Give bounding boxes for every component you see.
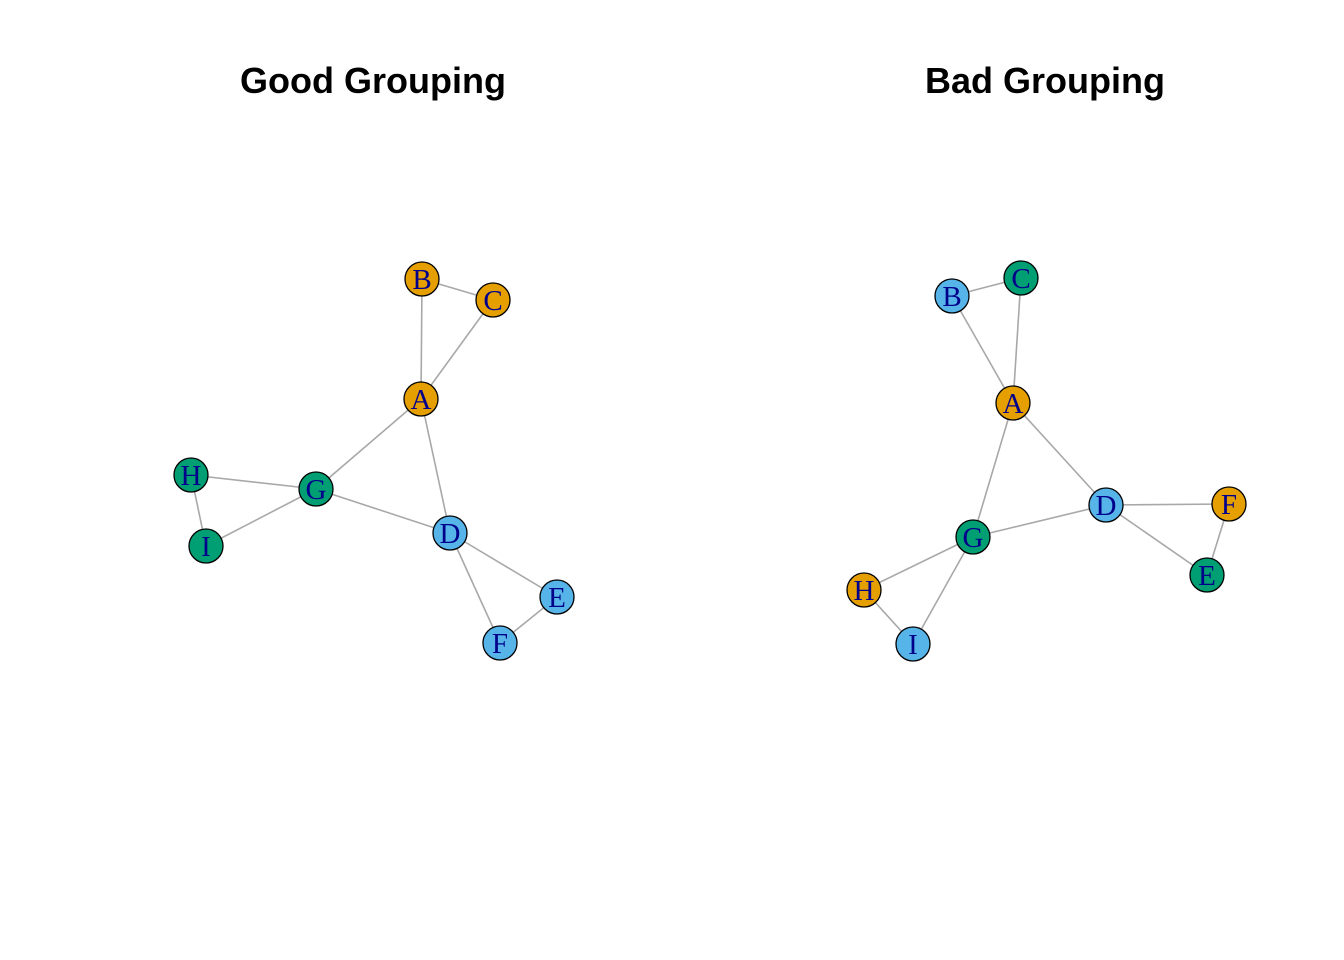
node-good-D: D: [432, 515, 468, 551]
node-circle-bad-D: [1088, 487, 1124, 523]
node-good-C: C: [475, 282, 511, 318]
node-circle-good-D: [432, 515, 468, 551]
node-label-bad-H: H: [854, 575, 875, 607]
edge-good-D-G: [315, 488, 451, 534]
node-circle-bad-G: [955, 519, 991, 555]
node-good-H: H: [173, 457, 209, 493]
edge-bad-D-F: [1105, 503, 1230, 506]
edge-bad-A-D: [1012, 402, 1107, 506]
node-label-bad-D: D: [1096, 490, 1117, 522]
edge-bad-A-G: [972, 402, 1014, 538]
node-bad-B: B: [934, 278, 970, 314]
node-bad-H: H: [846, 572, 882, 608]
edge-good-A-B: [420, 278, 423, 400]
node-label-bad-G: G: [963, 522, 984, 554]
edge-bad-G-I: [912, 536, 974, 645]
edge-good-A-C: [420, 299, 494, 400]
node-label-good-F: F: [492, 628, 508, 660]
node-good-A: A: [403, 381, 439, 417]
node-label-bad-F: F: [1221, 489, 1237, 521]
node-label-bad-C: C: [1011, 263, 1030, 295]
edge-bad-D-G: [972, 504, 1107, 538]
edge-good-D-F: [449, 532, 501, 644]
node-label-good-E: E: [548, 582, 566, 614]
node-circle-good-C: [475, 282, 511, 318]
node-bad-I: I: [895, 626, 931, 662]
edge-bad-G-H: [863, 536, 974, 591]
node-circle-good-B: [404, 261, 440, 297]
node-good-E: E: [539, 579, 575, 615]
node-circle-bad-C: [1003, 260, 1039, 296]
node-good-F: F: [482, 625, 518, 661]
nodes-good: A B C D E F G H I: [173, 261, 575, 661]
panel-title-bad: Bad Grouping: [925, 60, 1165, 101]
node-label-good-C: C: [483, 285, 502, 317]
node-circle-good-G: [298, 471, 334, 507]
node-good-G: G: [298, 471, 334, 507]
node-circle-good-F: [482, 625, 518, 661]
node-circle-bad-I: [895, 626, 931, 662]
node-circle-good-E: [539, 579, 575, 615]
panel-bad-grouping: Bad Grouping A B C D E F G H I: [846, 60, 1247, 662]
edge-good-G-H: [190, 474, 317, 490]
edges-bad: [863, 277, 1230, 645]
node-label-good-I: I: [201, 531, 211, 563]
node-bad-A: A: [995, 385, 1031, 421]
node-bad-E: E: [1189, 557, 1225, 593]
node-label-bad-A: A: [1003, 388, 1024, 420]
node-circle-good-I: [188, 528, 224, 564]
edges-good: [190, 278, 558, 644]
node-label-bad-B: B: [942, 281, 961, 313]
node-good-B: B: [404, 261, 440, 297]
node-bad-C: C: [1003, 260, 1039, 296]
node-circle-good-H: [173, 457, 209, 493]
edge-good-G-I: [205, 488, 317, 547]
node-label-good-B: B: [412, 264, 431, 296]
node-circle-bad-H: [846, 572, 882, 608]
edge-good-A-D: [420, 398, 451, 534]
node-circle-bad-A: [995, 385, 1031, 421]
node-bad-G: G: [955, 519, 991, 555]
node-circle-bad-F: [1211, 486, 1247, 522]
node-label-bad-E: E: [1198, 560, 1216, 592]
node-bad-D: D: [1088, 487, 1124, 523]
edge-bad-A-C: [1012, 277, 1022, 404]
edge-bad-A-B: [951, 295, 1014, 404]
node-good-I: I: [188, 528, 224, 564]
node-label-good-H: H: [181, 460, 202, 492]
node-label-good-D: D: [440, 518, 461, 550]
node-bad-F: F: [1211, 486, 1247, 522]
node-label-good-G: G: [306, 474, 327, 506]
edge-bad-D-E: [1105, 504, 1208, 576]
node-label-bad-I: I: [908, 629, 918, 661]
node-label-good-A: A: [411, 384, 432, 416]
panel-title-good: Good Grouping: [240, 60, 506, 101]
node-circle-bad-E: [1189, 557, 1225, 593]
node-circle-bad-B: [934, 278, 970, 314]
node-circle-good-A: [403, 381, 439, 417]
nodes-bad: A B C D E F G H I: [846, 260, 1247, 662]
panel-good-grouping: Good Grouping A B C D E F G H I: [173, 60, 575, 661]
edge-good-A-G: [315, 398, 422, 490]
edge-good-D-E: [449, 532, 558, 598]
